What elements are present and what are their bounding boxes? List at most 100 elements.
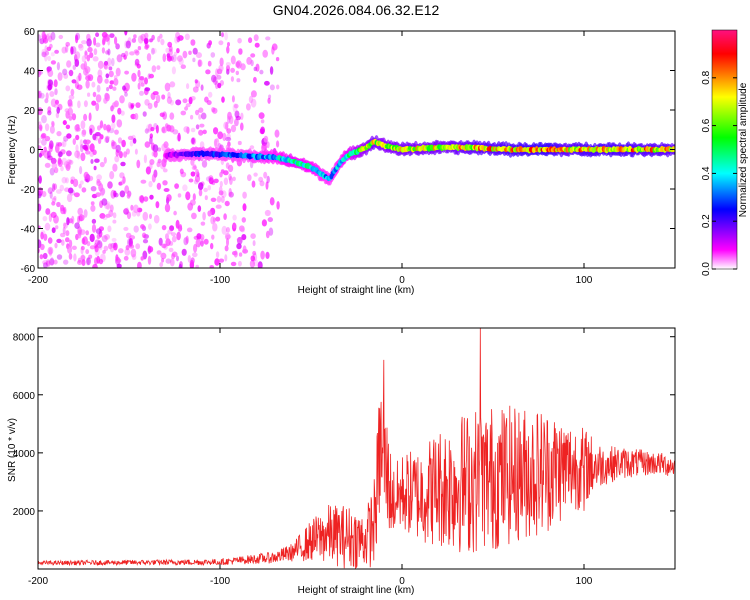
spectrogram-noise-cell [200, 221, 206, 226]
spectrogram-noise-cell [125, 40, 131, 49]
spectrogram-noise-cell [125, 245, 130, 251]
spectrogram-noise-cell [129, 140, 134, 147]
spectrogram-noise-cell [221, 96, 225, 103]
spectrogram-noise-cell [205, 176, 212, 182]
spectrogram-noise-cell [93, 165, 97, 171]
spectrogram-noise-cell [229, 176, 233, 185]
spectrogram-noise-cell [242, 191, 247, 199]
spectrogram-noise-cell [215, 251, 220, 258]
spectrogram-noise-cell [42, 216, 48, 222]
spectrogram-noise-cell [224, 245, 229, 252]
spectrogram-x-tick-label: 100 [576, 275, 593, 286]
spectrogram-noise-cell [162, 168, 168, 173]
spectrogram-noise-cell [260, 126, 265, 135]
spectrogram-noise-cell [153, 214, 160, 224]
spectrogram-noise-cell [151, 173, 156, 183]
spectrogram-noise-cell [143, 196, 149, 202]
spectrogram-noise-cell [177, 228, 182, 233]
spectrogram-noise-cell [114, 192, 119, 198]
spectrogram-noise-cell [162, 180, 168, 186]
spectrogram-noise-cell [108, 209, 114, 217]
spectrogram-noise-cell [236, 237, 243, 243]
spectrogram-x-tick-label: 0 [399, 275, 405, 286]
spectrogram-noise-cell [220, 195, 225, 203]
spectrogram-noise-cell [190, 96, 196, 101]
spectrogram-noise-cell [96, 180, 102, 186]
spectrogram-noise-cell [124, 31, 128, 36]
spectrogram-noise-cell [190, 127, 196, 133]
spectrogram-noise-cell [65, 85, 71, 92]
spectrogram-noise-cell [65, 177, 69, 184]
spectrogram-noise-cell [193, 235, 200, 240]
spectrogram-noise-cell [137, 46, 142, 51]
spectrogram-noise-cell [115, 149, 120, 157]
spectrogram-noise-cell [75, 32, 81, 41]
spectrogram-noise-cell [269, 197, 275, 206]
spectrogram-noise-cell [84, 139, 91, 145]
spectrogram-noise-cell [96, 84, 101, 93]
spectrogram-noise-cell [260, 119, 265, 124]
spectrogram-noise-cell [178, 263, 183, 268]
snr-y-tick-label: 8000 [13, 333, 36, 344]
spectrogram-noise-cell [65, 124, 71, 130]
spectrogram-noise-cell [249, 145, 255, 150]
spectrogram-noise-cell [177, 193, 182, 198]
spectrogram-noise-cell [49, 191, 53, 199]
spectrogram-noise-cell [80, 152, 86, 162]
spectrogram-noise-cell [85, 230, 89, 236]
spectrogram-noise-cell [84, 50, 88, 56]
spectrogram-noise-cell [80, 120, 86, 130]
spectrogram-noise-cell [191, 212, 197, 220]
spectrogram-noise-cell [197, 205, 202, 213]
spectrogram-noise-cell [177, 132, 181, 142]
spectrogram-noise-cell [112, 163, 118, 172]
spectrogram-noise-cell [54, 88, 58, 96]
spectrogram-noise-cell [116, 54, 123, 63]
spectrogram-y-tick-label: 40 [24, 67, 36, 78]
spectrogram-noise-cell [200, 237, 205, 245]
spectrogram-noise-cell [126, 193, 131, 199]
spectrogram-noise-cell [203, 187, 208, 193]
spectrogram-noise-cell [124, 185, 130, 194]
spectrogram-noise-cell [107, 48, 111, 56]
spectrogram-noise-cell [149, 136, 153, 145]
spectrogram-noise-cell [232, 222, 237, 229]
spectrogram-noise-cell [158, 237, 163, 246]
spectrogram-noise-cell [104, 93, 110, 102]
spectrogram-noise-cell [103, 61, 109, 70]
spectrogram-noise-cell [217, 82, 222, 89]
spectrogram-noise-cell [235, 70, 239, 76]
spectrogram-noise-cell [236, 78, 241, 83]
spectrogram-noise-cell [226, 133, 231, 140]
spectrogram-noise-cell [38, 175, 42, 184]
spectrogram-noise-cell [251, 180, 256, 188]
spectrogram-noise-cell [41, 191, 47, 198]
spectrogram-noise-cell [177, 55, 183, 62]
snr-x-tick-label: -200 [28, 576, 48, 587]
spectrogram-noise-cell [274, 129, 280, 138]
spectrogram-noise-cell [123, 226, 129, 231]
spectrogram-noise-cell [230, 124, 237, 133]
spectrogram-noise-cell [74, 150, 80, 159]
spectrogram-noise-cell [131, 254, 137, 260]
snr-y-label: SNR (10 * v/v) [7, 418, 18, 482]
spectrogram-noise-cell [165, 258, 172, 264]
spectrogram-noise-cell [56, 131, 62, 137]
spectrogram-noise-cell [167, 41, 173, 48]
colorbar-tick-label: 0.6 [701, 118, 712, 132]
spectrogram-noise-cell [41, 48, 47, 55]
spectrogram-noise-cell [137, 69, 141, 78]
spectrogram-noise-cell [156, 65, 161, 70]
spectrogram-noise-cell [195, 124, 200, 130]
spectrogram-noise-cell [190, 39, 196, 46]
spectrogram-noise-cell [66, 159, 72, 165]
spectrogram-noise-cell [107, 181, 113, 189]
spectrogram-noise-cell [184, 33, 190, 41]
spectrogram-noise-cell [115, 67, 121, 77]
spectrogram-noise-cell [118, 151, 123, 159]
spectrogram-noise-cell [210, 197, 217, 202]
spectrogram-noise-cell [185, 235, 189, 244]
spectrogram-noise-cell [101, 235, 108, 243]
spectrogram-noise-cell [115, 43, 120, 50]
spectrogram-noise-cell [197, 59, 203, 67]
